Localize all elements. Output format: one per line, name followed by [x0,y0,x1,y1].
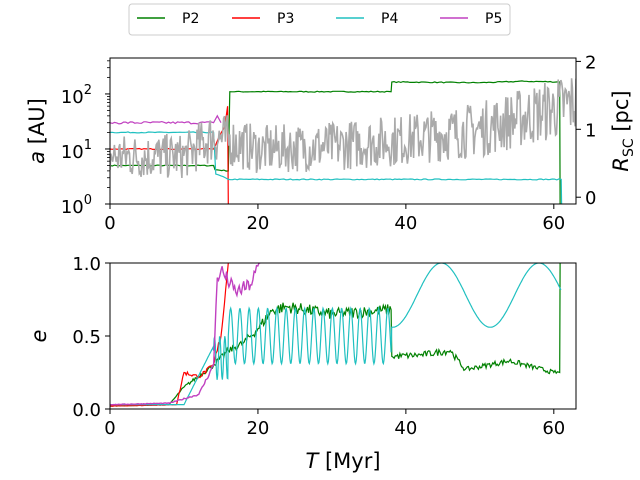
bottom-series-p5 [110,263,261,406]
top-ytick-left-label: 101 [61,138,92,163]
series-line [110,263,562,406]
legend-label: P2 [182,11,199,27]
bottom-xtick-label: 0 [104,418,115,439]
top-series-p4 [110,131,563,204]
bottom-xtick-label: 40 [394,418,417,439]
series-line [110,80,561,204]
top-series-p2 [110,80,561,204]
bottom-ylabel: e [27,330,51,343]
top-xtick-label: 60 [542,213,565,234]
top-ylabel-left: a [AU] [25,98,49,164]
legend-entry-p5: P5 [440,11,502,27]
top-xtick-label: 0 [104,213,115,234]
series-line [110,263,229,407]
legend-entry-p4: P4 [336,11,398,27]
bottom-series-p3 [110,263,229,407]
top-ytick-right-label: 2 [585,52,596,73]
bottom-axes-frame [109,262,577,410]
top-series-r-sc [110,78,576,179]
top-ytick-right-label: 0 [585,188,596,209]
bottom-ytick-label: 0.0 [72,400,101,421]
legend-entry-p2: P2 [137,11,199,27]
top-ytick-right-label: 1 [585,120,596,141]
legend: P2 P3 P4 P5 [128,3,511,36]
top-ytick-left-label: 100 [61,193,92,218]
bottom-ytick-label: 0.5 [72,327,101,348]
top-series-p5 [110,114,222,125]
top-ylabel-right: RSC [pc] [609,90,637,171]
bottom-ytick-label: 1.0 [72,254,101,275]
series-line [110,263,561,407]
bottom-series-p4 [110,263,562,406]
bottom-series-p2 [110,263,561,407]
bottom-xtick-label: 20 [246,418,269,439]
top-xtick-label: 40 [394,213,417,234]
legend-frame [128,3,511,36]
top-ytick-left-label: 102 [61,83,92,108]
top-xtick-label: 20 [246,213,269,234]
legend-label: P5 [485,11,502,27]
series-line [110,263,261,406]
series-line [110,78,576,179]
bottom-xtick-label: 60 [542,418,565,439]
legend-label: P4 [381,11,398,27]
top-panel: 0 20 40 60 100 101 102 0 1 2 a [AU] RSC [pc] [25,52,637,234]
top-axes-frame [109,57,577,205]
series-line [110,131,563,204]
bottom-xlabel: T [Myr] [305,449,380,473]
bottom-panel: 0 20 40 60 0.0 0.5 1.0 e T [Myr] [27,254,577,473]
legend-entry-p3: P3 [232,11,294,27]
legend-label: P3 [277,11,294,27]
series-line [110,114,222,125]
